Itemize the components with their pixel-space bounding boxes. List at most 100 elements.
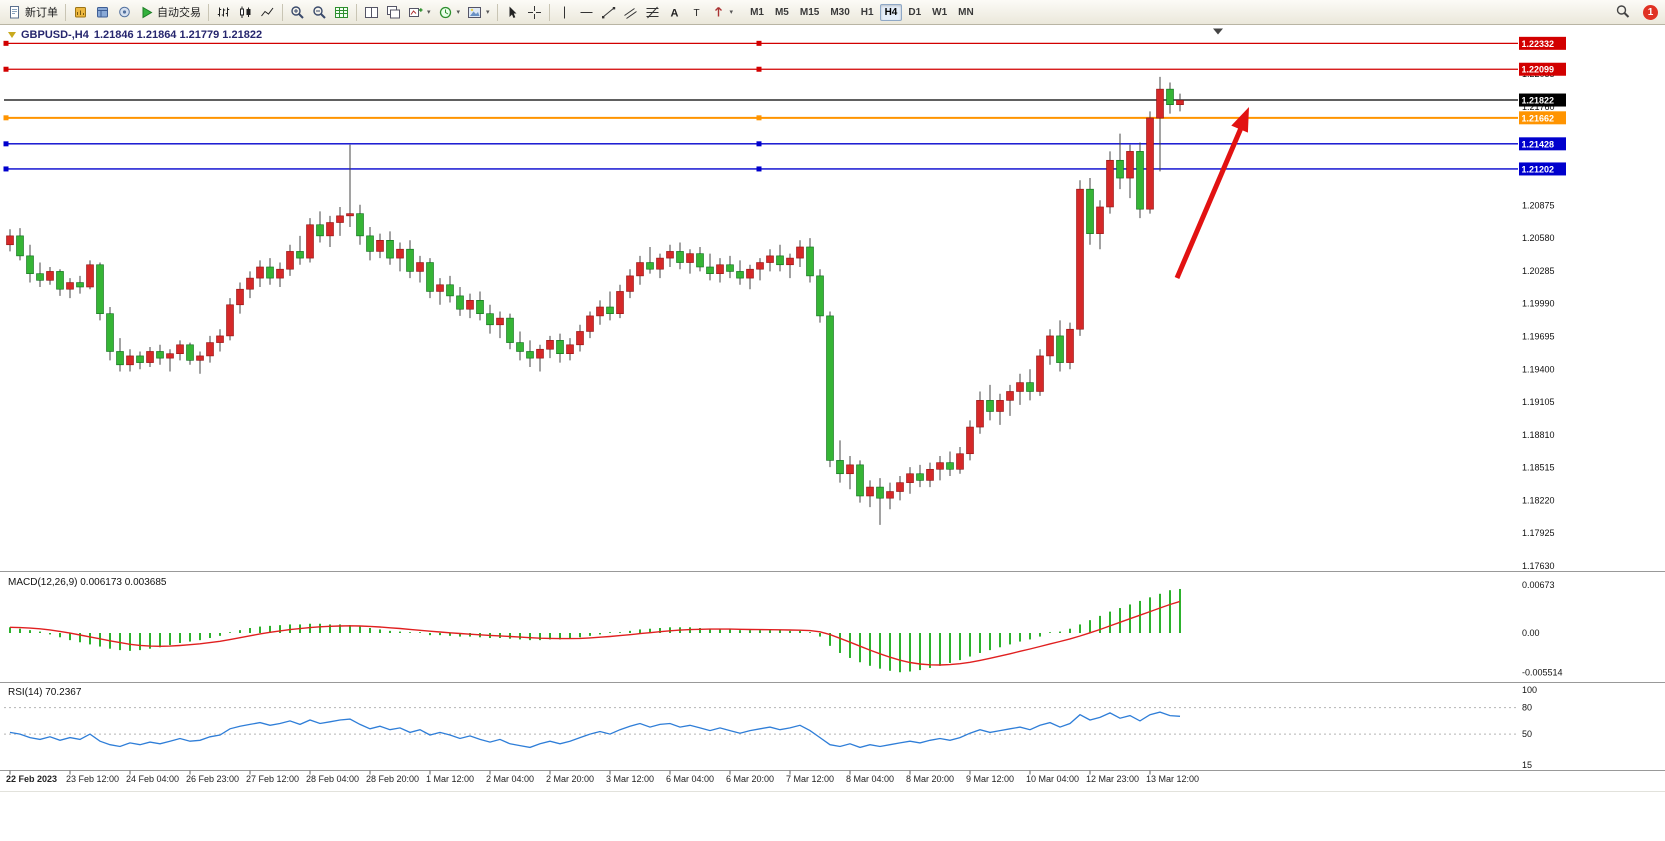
bar-chart-button[interactable]: [213, 2, 234, 22]
new-chart-button[interactable]: ▾: [405, 2, 434, 22]
trendline-icon: [601, 6, 615, 18]
candlestick-icon: [240, 6, 251, 18]
line-handle[interactable]: [756, 166, 762, 172]
candle-body: [1106, 159, 1114, 208]
svg-text:T: T: [693, 8, 699, 19]
text-tool-button[interactable]: A: [664, 2, 685, 22]
timeframe-button-W1[interactable]: W1: [932, 6, 948, 18]
chart-shift-marker-icon[interactable]: [1213, 28, 1223, 35]
navigator-button[interactable]: [114, 2, 135, 22]
trendline-tool-button[interactable]: [598, 2, 619, 22]
candle-body: [556, 340, 564, 354]
tile-windows-button[interactable]: [361, 2, 382, 22]
autotrading-button[interactable]: 自动交易: [136, 2, 204, 22]
label-tool-button[interactable]: T: [686, 2, 707, 22]
search-icon: [1616, 5, 1630, 18]
template-icon: [468, 6, 482, 18]
zoom-in-button[interactable]: [287, 2, 308, 22]
candle-body: [6, 235, 14, 246]
market-watch-button[interactable]: [70, 2, 91, 22]
timeframe-toolbar: M1 M5 M15 M30 H1 H4 D1 W1 MN: [745, 3, 979, 21]
price-level-label-box: [1519, 93, 1566, 107]
macd-histogram: [9, 588, 1181, 673]
line-handle[interactable]: [756, 141, 762, 147]
candle-body: [326, 222, 334, 237]
vertical-line-tool-button[interactable]: [554, 2, 575, 22]
data-window-button[interactable]: [92, 2, 113, 22]
candle-body: [756, 262, 764, 270]
label-icon: T: [693, 8, 699, 19]
candle-body: [166, 353, 174, 359]
candle-body: [256, 266, 264, 279]
timeframe-button-M15[interactable]: M15: [799, 6, 820, 18]
candle-body: [146, 351, 154, 363]
line-handle[interactable]: [756, 40, 762, 46]
timeframe-button-MN[interactable]: MN: [958, 6, 974, 18]
line-handle[interactable]: [3, 66, 9, 72]
time-axis-label: 8 Mar 04:00: [846, 774, 894, 784]
time-axis-label: 2 Mar 20:00: [546, 774, 594, 784]
crosshair-tool-button[interactable]: [524, 2, 545, 22]
line-handle[interactable]: [756, 66, 762, 72]
line-handle[interactable]: [3, 141, 9, 147]
candle-body: [446, 284, 454, 297]
fibonacci-tool-button[interactable]: [642, 2, 663, 22]
zoom-out-icon: [313, 5, 326, 19]
rsi-scale-label: 100: [1522, 685, 1537, 695]
timeframe-button-M1[interactable]: M1: [750, 6, 764, 18]
new-order-button[interactable]: 新订单: [4, 2, 61, 22]
candle-body: [1056, 335, 1064, 363]
period-button[interactable]: ▾: [435, 2, 464, 22]
zoom-out-button[interactable]: [309, 2, 330, 22]
cursor-tool-button[interactable]: [502, 2, 523, 22]
timeframe-button-H4[interactable]: H4: [879, 3, 903, 21]
line-handle[interactable]: [3, 40, 9, 46]
price-level-label: 1.21202: [1522, 164, 1555, 174]
time-axis-label: 6 Mar 04:00: [666, 774, 714, 784]
candle-body: [26, 255, 34, 274]
candlestick-chart-button[interactable]: [235, 2, 256, 22]
horizontal-line-icon: [580, 11, 593, 13]
macd-name: MACD(12,26,9): [8, 577, 78, 588]
time-axis-label: 23 Feb 12:00: [66, 774, 119, 784]
macd-scale-label: 0.00: [1522, 628, 1540, 638]
price-axis-label: 1.20875: [1522, 200, 1555, 210]
candle-body: [736, 271, 744, 279]
time-axis-label: 7 Mar 12:00: [786, 774, 834, 784]
data-window-icon: [97, 6, 108, 17]
price-level-label: 1.22099: [1522, 65, 1555, 75]
timeframe-button-D1[interactable]: D1: [908, 6, 922, 18]
timeframe-button-M30[interactable]: M30: [830, 6, 850, 18]
candle-body: [276, 268, 284, 279]
arrow-shapes-button[interactable]: ▾: [708, 2, 737, 22]
grid-button[interactable]: [331, 2, 352, 22]
line-handle[interactable]: [3, 115, 9, 121]
candle-body: [856, 464, 864, 497]
time-axis-label: 24 Feb 04:00: [126, 774, 179, 784]
line-handle[interactable]: [3, 166, 9, 172]
candle-body: [1066, 328, 1074, 363]
cascade-windows-button[interactable]: [383, 2, 404, 22]
template-button[interactable]: ▾: [464, 2, 493, 22]
notification-badge[interactable]: 1: [1643, 4, 1658, 20]
timeframe-button-M5[interactable]: M5: [774, 6, 789, 18]
cascade-windows-icon: [387, 5, 400, 18]
candle-body: [456, 295, 464, 310]
channel-tool-button[interactable]: [620, 2, 641, 22]
line-chart-button[interactable]: [257, 2, 278, 22]
trend-arrow-annotation[interactable]: [1174, 107, 1249, 279]
price-level-label: 1.21662: [1522, 113, 1555, 123]
trend-arrow-head[interactable]: [1231, 107, 1249, 133]
line-handle[interactable]: [756, 115, 762, 121]
timeframe-button-H1[interactable]: H1: [860, 6, 874, 18]
horizontal-line-tool-button[interactable]: [576, 2, 597, 22]
trend-arrow-shaft[interactable]: [1174, 127, 1244, 279]
candle-body: [1006, 391, 1014, 401]
price-axis-label: 1.17630: [1522, 561, 1555, 571]
time-axis-label: 22 Feb 2023: [6, 774, 57, 784]
chart-ohlc: 1.21846 1.21864 1.21779 1.21822: [93, 29, 263, 41]
search-button[interactable]: [1612, 2, 1634, 22]
price-axis-label: 1.20285: [1522, 266, 1555, 276]
svg-text:A: A: [670, 7, 678, 19]
